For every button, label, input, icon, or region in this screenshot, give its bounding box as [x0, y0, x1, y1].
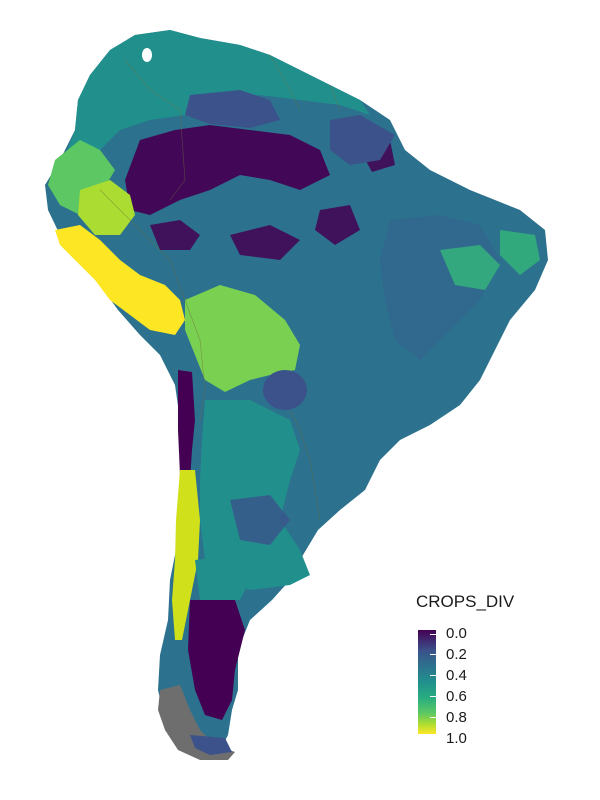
legend-tick-label: 0.0 — [446, 625, 467, 642]
color-legend: CROPS_DIV 0.0 0.2 0.4 0.6 0.8 1.0 — [416, 592, 566, 752]
patagonia-green-region — [195, 555, 250, 600]
brazil-east-green — [440, 230, 540, 290]
legend-tick — [430, 717, 437, 718]
legend-tick-label: 1.0 — [446, 730, 467, 747]
legend-tick-label: 0.6 — [446, 688, 467, 705]
chile-dark-strip — [178, 370, 195, 480]
legend-tick — [430, 675, 437, 676]
legend-tick-label: 0.2 — [446, 646, 467, 663]
chile-yellow-strip — [172, 470, 200, 640]
bolivia-green-region — [185, 285, 300, 392]
amazon-dark-region — [125, 125, 330, 215]
legend-colorbar — [418, 630, 436, 734]
amazon-dark-patches — [150, 140, 395, 260]
legend-tick — [430, 654, 437, 655]
legend-tick — [430, 696, 437, 697]
lake-maracaibo — [142, 48, 152, 62]
andes-yellow-region — [55, 225, 185, 335]
patagonia-dark-region — [188, 600, 245, 720]
legend-title: CROPS_DIV — [416, 592, 515, 611]
argentina-green-region — [200, 400, 310, 590]
tierra-del-fuego-blue — [190, 735, 232, 755]
country-borders — [99, 54, 341, 521]
pantanal-blue-region — [263, 370, 307, 410]
legend-tick-label: 0.4 — [446, 667, 467, 684]
legend-tick — [430, 738, 437, 739]
amazon-blue-region — [185, 90, 395, 165]
tierra-del-fuego-grey — [158, 685, 235, 760]
andes-lightgreen-region — [78, 180, 135, 235]
pampas-blue-region — [230, 495, 290, 545]
legend-tick-label: 0.8 — [446, 709, 467, 726]
legend-tick — [430, 634, 437, 635]
